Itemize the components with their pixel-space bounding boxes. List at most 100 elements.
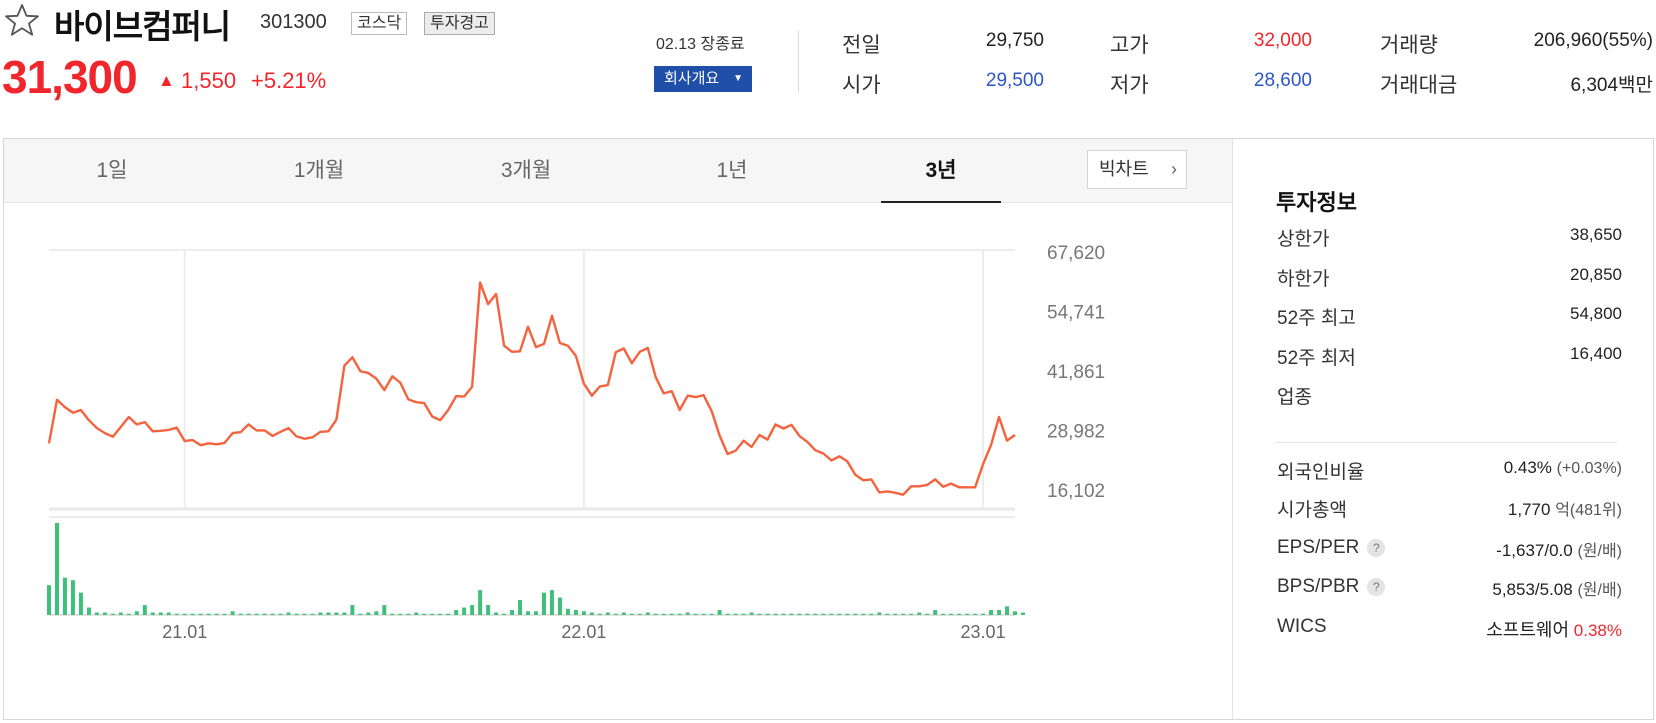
volume-bar [981,613,986,615]
volume-bar [845,613,850,615]
prev-close-value: 29,750 [985,30,1044,51]
wics-change: 0.38% [1573,621,1622,640]
volume-bar [909,613,914,615]
up-arrow-icon: ▲ [158,71,175,90]
low-label: 저가 [1110,74,1149,97]
volume-bar [757,613,762,615]
big-chart-label: 빅차트 [1099,159,1149,179]
week52-high-label: 52주 최고 [1277,308,1356,329]
volume-bar [142,605,147,615]
stock-code: 301300 [260,11,327,33]
volume-bar [837,613,842,615]
volume-bar [422,613,427,615]
x-tick-label: 23.01 [961,622,1006,642]
volume-bar [1005,606,1010,615]
volume-bar [150,612,155,615]
wics-sector[interactable]: 소프트웨어 [1486,620,1570,640]
warning-badge: 투자경고 [424,12,495,35]
volume-bar [749,612,754,615]
volume-bar [374,611,379,615]
volume-bar [70,580,75,615]
volume-bar [494,612,499,615]
chevron-right-icon: › [1171,159,1177,179]
volume-bar [47,585,51,615]
volume-bar [877,612,882,615]
tab-1-day[interactable]: 1일 [96,159,128,182]
volume-bar [262,613,267,615]
market-cap-unit: 억 [1555,502,1570,519]
trade-value-label: 거래대금 [1380,74,1458,97]
volume-bar [134,611,139,615]
volume-bar [741,613,746,615]
caret-down-icon: ▼ [733,73,743,84]
volume-bar [645,612,650,615]
volume-bar [342,612,347,615]
volume-bar [581,611,586,615]
help-icon[interactable]: ? [1367,539,1386,557]
volume-bar [238,613,243,615]
star-icon[interactable] [2,2,42,38]
volume-bar [565,608,570,615]
lower-limit-value: 20,850 [1570,265,1622,284]
stock-name: 바이브컴퍼니 [54,8,231,45]
x-tick-label: 21.01 [162,622,207,642]
volume-bar [206,613,211,615]
volume-bar [781,613,786,615]
volume-bar [997,610,1002,615]
volume-bar [406,613,411,615]
bps-pbr-unit: (원/배) [1577,582,1622,599]
invest-info-title: 투자정보 [1276,190,1357,215]
volume-bar [701,613,706,615]
divider [1232,139,1233,719]
volume-bar [86,607,91,615]
big-chart-button[interactable]: 빅차트 › [1087,150,1187,189]
y-axis-labels: 67,620 54,741 41,861 28,982 16,102 [1047,243,1105,502]
price-line [47,281,1016,496]
period-tabs: 1일 1개월 3개월 1년 3년 빅차트 › [4,139,1232,203]
volume-bar [350,605,355,615]
volume-bar [709,613,714,615]
volume-bar [605,612,610,615]
volume-value: 206,960(55%) [1533,30,1653,51]
week52-low-label: 52주 최저 [1277,348,1356,369]
open-label: 시가 [842,74,881,97]
volume-bar [789,613,794,615]
volume-bar [957,613,962,615]
volume-bar [214,613,219,615]
tab-3-month[interactable]: 3개월 [500,159,552,182]
volume-bar [965,613,970,615]
y-tick-label: 28,982 [1047,421,1105,442]
y-tick-label: 16,102 [1047,481,1105,502]
volume-bar [62,577,67,615]
volume-bar [502,613,507,615]
help-icon[interactable]: ? [1367,578,1386,596]
volume-bar [821,613,826,615]
company-overview-label: 회사개요 [664,70,720,87]
volume-bar [318,612,323,615]
week52-high-value: 54,800 [1570,304,1622,323]
volume-bar [486,605,491,615]
industry-label: 업종 [1277,387,1312,408]
volume-bar [118,612,123,615]
tab-3-year[interactable]: 3년 [881,139,1001,203]
volume-bar [629,613,634,615]
volume-bar [677,613,682,615]
volume-bar [246,613,251,615]
company-overview-button[interactable]: 회사개요 ▼ [654,66,752,92]
volume-bar [390,613,395,615]
volume-bar [230,611,235,615]
bps-pbr: 5,853/5.08 [1492,580,1573,599]
volume-bar [510,610,515,615]
prev-close-label: 전일 [842,34,881,57]
volume-bar [438,613,443,615]
tab-1-month[interactable]: 1개월 [293,159,345,182]
volume-bar [462,607,467,615]
market-cap: 1,770 [1507,500,1551,519]
divider [798,30,799,92]
market-cap-label: 시가총액 [1277,500,1347,521]
bps-pbr-text: BPS/PBR [1277,576,1360,597]
volume-bar [166,612,171,615]
high-label: 고가 [1110,34,1149,57]
tab-1-year[interactable]: 1년 [716,159,748,182]
volume-bar [294,613,299,615]
